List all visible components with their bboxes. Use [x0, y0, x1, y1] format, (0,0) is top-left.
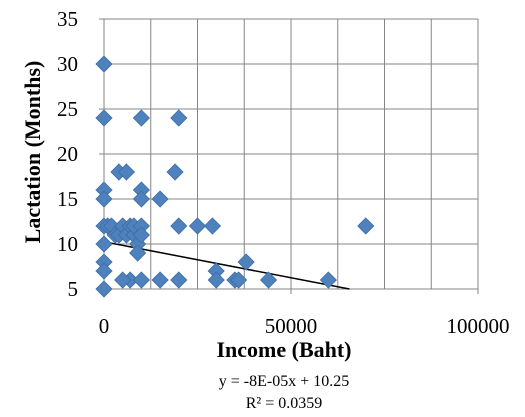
trendline-layer [103, 241, 350, 290]
x-axis-ticks: 0 50000 100000 [99, 314, 510, 338]
data-point [319, 271, 337, 289]
data-point [151, 190, 169, 208]
data-point [117, 163, 136, 181]
y-tick-label: 10 [57, 232, 78, 256]
y-tick-label: 5 [68, 277, 79, 301]
chart-axes [99, 18, 479, 294]
data-point [132, 271, 150, 289]
trendline [103, 241, 350, 290]
x-axis-label: Income (Baht) [216, 337, 351, 362]
data-point [132, 226, 150, 244]
data-point [95, 262, 113, 280]
data-point [114, 271, 132, 289]
y-tick-label: 25 [57, 97, 78, 121]
y-axis-ticks: 5 10 15 20 25 30 35 [57, 7, 78, 301]
data-point [132, 190, 150, 208]
data-point [170, 271, 188, 289]
data-points [95, 55, 375, 298]
data-point [357, 217, 375, 235]
trendline-equation: y = -8E-05x + 10.25 [219, 373, 349, 390]
trendline-r-squared: R² = 0.0359 [246, 395, 323, 412]
data-point [95, 55, 113, 73]
data-point [170, 217, 188, 235]
chart-grid [103, 18, 479, 290]
data-point [95, 235, 113, 253]
data-point [95, 280, 113, 298]
data-point [188, 217, 207, 235]
x-tick-label: 0 [99, 314, 110, 338]
y-tick-label: 20 [57, 142, 78, 166]
data-point [95, 190, 113, 208]
data-point [132, 109, 150, 127]
data-point [230, 271, 248, 289]
data-point [207, 271, 225, 289]
y-tick-label: 15 [57, 187, 78, 211]
x-tick-label: 100000 [447, 314, 510, 338]
y-tick-label: 35 [57, 7, 78, 31]
data-point [170, 109, 188, 127]
data-point [129, 244, 147, 262]
y-axis-label: Lactation (Months) [20, 61, 45, 244]
y-tick-label: 30 [57, 52, 78, 76]
x-tick-label: 50000 [265, 314, 318, 338]
data-point [166, 163, 184, 181]
data-point [95, 109, 113, 127]
data-point [237, 253, 255, 271]
data-point [259, 271, 278, 289]
data-point [151, 271, 169, 289]
data-point [203, 217, 222, 235]
